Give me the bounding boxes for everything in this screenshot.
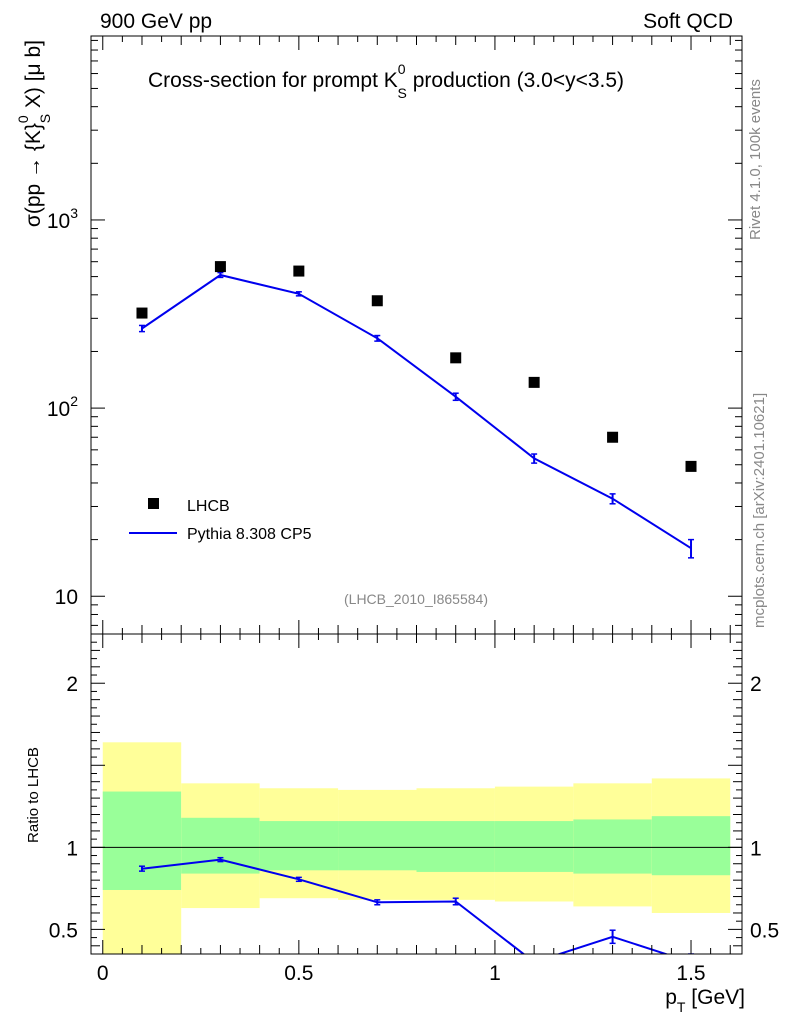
side-label-rivet: Rivet 4.1.0, 100k events: [747, 79, 764, 240]
lhcb-data-point: [214, 261, 226, 273]
legend: LHCB Pythia 8.308 CP5: [129, 498, 312, 543]
ratio-y-tick-label-left: 1: [66, 837, 78, 860]
ratio-axis-ticks: [91, 634, 742, 955]
ratio-y-tick-label-right: 1: [750, 837, 762, 860]
main-y-tick-label-exp: 2: [70, 393, 78, 409]
legend-pythia-label: Pythia 8.308 CP5: [187, 526, 312, 543]
lhcb-data-point: [528, 376, 540, 388]
x-axis-label: pT [GeV]: [665, 986, 745, 1015]
lhcb-data-point: [450, 352, 462, 364]
legend-lhcb-marker: [148, 498, 159, 509]
ratio-clipped-group: [138, 856, 695, 954]
title-sup: 0: [398, 61, 406, 77]
ylabel-sub: S: [37, 114, 53, 123]
legend-lhcb-label: LHCB: [187, 498, 230, 515]
main-y-tick-label: 102: [47, 393, 78, 421]
ratio-y-tick-label-left: 0.5: [49, 919, 78, 942]
ratio-uncertainty-bands: [102, 742, 731, 954]
main-y-tick-label: 10: [55, 586, 78, 609]
inner-band-bin: [494, 821, 574, 872]
ratio-x-tick-labels: 0 0.5 1 1.5: [97, 962, 706, 985]
inner-band-bin: [651, 816, 731, 876]
lhcb-data-point: [607, 431, 619, 443]
inner-band-bin: [181, 817, 260, 874]
ratio-line: [141, 858, 669, 954]
ratio-y-tick-labels: 0.5 0.5 1 1 2 2: [49, 673, 779, 942]
main-y-tick-label-base: 10: [47, 398, 70, 421]
lhcb-data-point: [136, 307, 148, 319]
main-axis-ticks: [91, 36, 742, 634]
xlabel-sub: T: [677, 999, 686, 1015]
side-label-mcplots: mcplots.cern.ch [arXiv:2401.10621]: [751, 393, 768, 628]
ratio-y-tick-label-right: 0.5: [750, 919, 779, 942]
pythia-line: [141, 273, 692, 550]
ratio-y-axis-label: Ratio to LHCB: [25, 747, 42, 843]
title-sub: S: [398, 85, 407, 101]
main-y-axis-label: σ(pp → {K}0 S X) [μ b]: [15, 40, 53, 227]
x-tick-label: 0: [97, 962, 109, 985]
main-y-tick-label: 103: [47, 205, 78, 233]
main-y-tick-label-exp: 3: [70, 205, 78, 221]
ratio-series-layer: [138, 856, 695, 954]
header-right: Soft QCD: [643, 10, 733, 33]
reference-label: (LHCB_2010_I865584): [344, 591, 488, 607]
main-y-tick-label-base: 10: [47, 210, 70, 233]
main-y-tick-label-base: 10: [55, 586, 78, 609]
ratio-panel: 0.5 0.5 1 1 2 2 0 0.5 1 1.5 Ratio to LHCB pT [Ge…: [25, 633, 779, 1015]
inner-band-bin: [573, 819, 652, 874]
inner-band-bin: [416, 821, 495, 872]
ratio-y-tick-label-right: 2: [750, 673, 762, 696]
x-tick-label: 0.5: [284, 962, 313, 985]
ylabel-sup: 0: [15, 115, 31, 123]
lhcb-data-point: [371, 295, 383, 307]
lhcb-data-point: [685, 460, 697, 472]
main-plot-frame: [90, 35, 743, 635]
x-tick-label: 1.5: [676, 962, 705, 985]
inner-band-bin: [338, 821, 417, 871]
main-frame-rect: [90, 35, 743, 635]
lhcb-data-point: [293, 265, 305, 277]
ratio-y-tick-label-left: 2: [66, 673, 78, 696]
main-title: Cross-section for prompt K0 S production …: [148, 61, 624, 101]
x-tick-label: 1: [489, 962, 501, 985]
inner-band-bin: [102, 791, 182, 890]
inner-band-bin: [259, 821, 339, 871]
main-series-layer: [136, 261, 697, 559]
header-left: 900 GeV pp: [100, 10, 212, 33]
